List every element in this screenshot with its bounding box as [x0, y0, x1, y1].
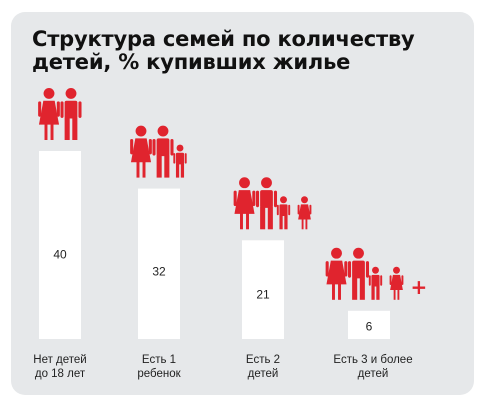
category-label-3-line2: детей	[248, 368, 279, 380]
man-figure-icon	[152, 125, 174, 178]
plus-sign: +	[411, 275, 428, 299]
child-figure-icon	[389, 266, 404, 300]
category-label-1-line1: Нет детей	[33, 354, 86, 366]
category-label-1-line2: до 18 лет	[35, 368, 86, 380]
bar-1	[39, 151, 81, 339]
family-icon-2	[130, 125, 187, 178]
value-label-4: 6	[366, 319, 373, 333]
woman-figure-icon	[233, 177, 256, 230]
man-figure-icon	[60, 88, 82, 140]
category-label-2-line1: Есть 1	[142, 354, 176, 366]
man-figure-icon	[347, 247, 370, 300]
bar-2	[138, 188, 180, 339]
chart-card: Структура семей по количеству детей, % к…	[11, 12, 474, 395]
child-figure-icon	[173, 144, 187, 178]
bar-4	[348, 310, 390, 339]
category-label-4-line2: детей	[358, 368, 389, 380]
man-figure-icon	[255, 177, 278, 230]
bar-chart: 40 Нет детей до 18 лет 32 Есть 1 ребенок 21 Ест…	[33, 88, 428, 380]
woman-figure-icon	[130, 125, 152, 178]
chart-title: Структура семей по количеству детей, % к…	[32, 27, 415, 74]
woman-figure-icon	[325, 247, 348, 300]
family-icon-4: +	[325, 247, 428, 300]
child-figure-icon	[276, 196, 291, 230]
value-label-1: 40	[53, 247, 67, 261]
category-label-4-line1: Есть 3 и более	[333, 354, 412, 366]
child-figure-icon	[368, 266, 383, 300]
woman-figure-icon	[38, 88, 60, 140]
category-label-3-line1: Есть 2	[246, 354, 280, 366]
value-label-2: 32	[152, 264, 166, 278]
category-label-2-line2: ребенок	[137, 368, 181, 380]
bar-3	[242, 240, 284, 339]
child-figure-icon	[297, 196, 312, 230]
family-icon-3	[233, 177, 312, 230]
family-icon-1	[38, 88, 82, 140]
value-label-3: 21	[256, 288, 270, 302]
